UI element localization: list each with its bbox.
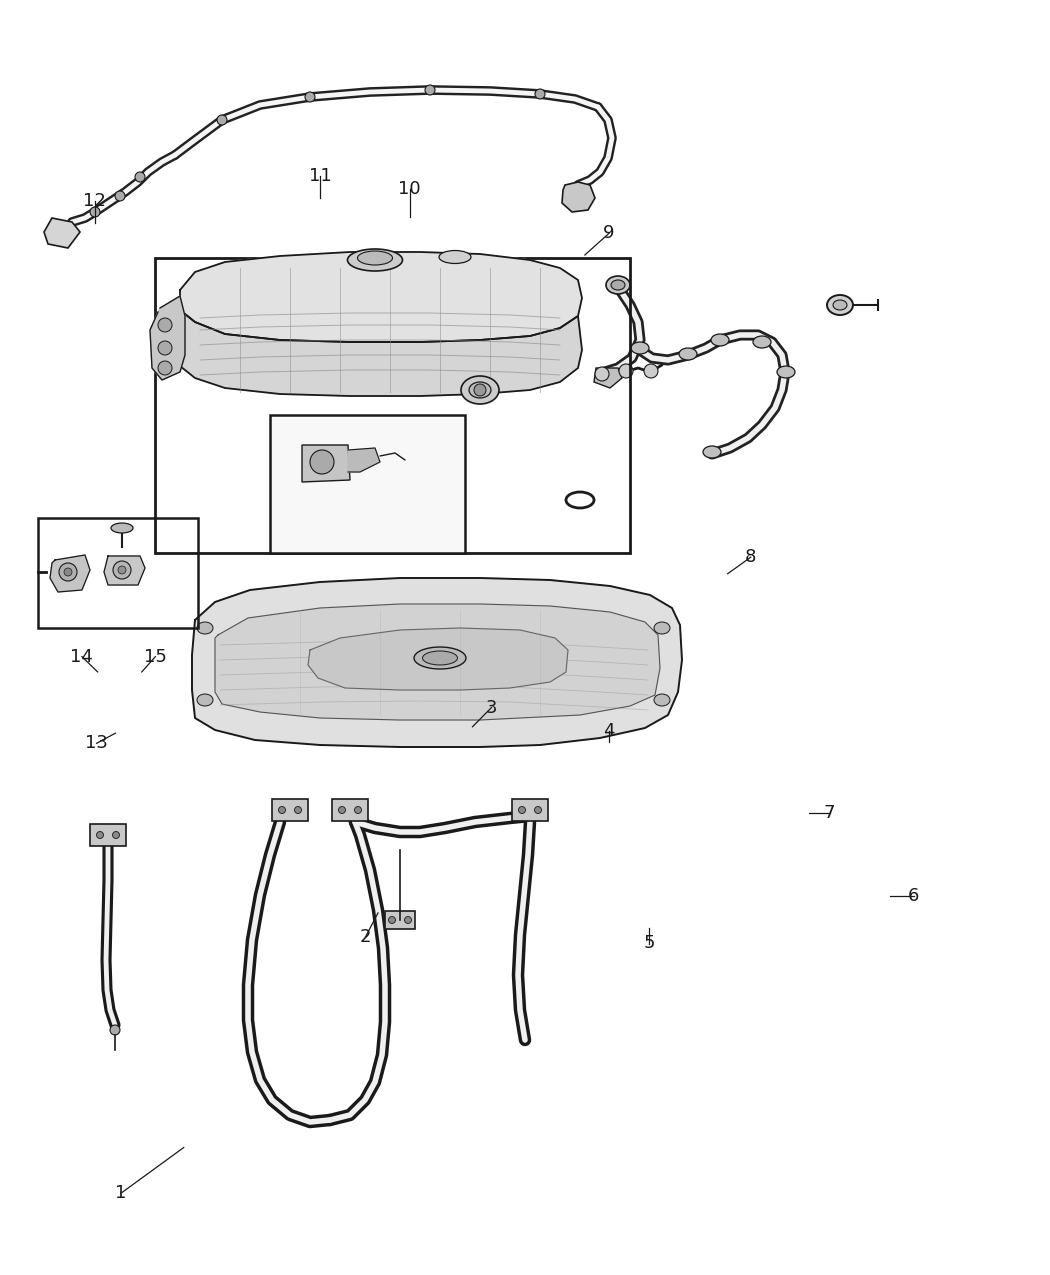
- Text: 13: 13: [85, 734, 108, 752]
- Polygon shape: [150, 296, 185, 380]
- Ellipse shape: [197, 694, 213, 706]
- Text: 15: 15: [144, 648, 167, 666]
- Ellipse shape: [753, 337, 771, 348]
- Ellipse shape: [711, 334, 729, 346]
- Circle shape: [158, 340, 172, 354]
- Polygon shape: [302, 445, 350, 482]
- Ellipse shape: [654, 694, 670, 706]
- Circle shape: [278, 807, 286, 813]
- Ellipse shape: [461, 376, 499, 404]
- Circle shape: [644, 363, 658, 377]
- Circle shape: [534, 807, 542, 813]
- Polygon shape: [192, 578, 682, 747]
- Polygon shape: [50, 555, 90, 592]
- Text: 1: 1: [116, 1184, 126, 1202]
- Circle shape: [519, 807, 525, 813]
- Circle shape: [64, 567, 72, 576]
- Text: 2: 2: [360, 928, 371, 946]
- Ellipse shape: [197, 622, 213, 634]
- Bar: [38, 518, 198, 629]
- Polygon shape: [348, 448, 380, 472]
- Ellipse shape: [348, 249, 402, 272]
- Bar: [90, 824, 126, 847]
- Circle shape: [90, 207, 100, 217]
- Circle shape: [112, 831, 120, 839]
- Text: 6: 6: [908, 887, 919, 905]
- Text: 4: 4: [604, 722, 614, 740]
- Ellipse shape: [833, 300, 847, 310]
- Circle shape: [304, 92, 315, 102]
- Circle shape: [355, 807, 361, 813]
- Ellipse shape: [679, 348, 697, 360]
- Circle shape: [294, 807, 301, 813]
- Text: 12: 12: [83, 193, 106, 210]
- Circle shape: [59, 564, 77, 581]
- Circle shape: [113, 561, 131, 579]
- Bar: [155, 258, 630, 553]
- Circle shape: [404, 917, 412, 923]
- Ellipse shape: [111, 523, 133, 533]
- Circle shape: [158, 317, 172, 332]
- Ellipse shape: [439, 250, 471, 264]
- Polygon shape: [594, 368, 622, 388]
- Ellipse shape: [357, 251, 393, 265]
- Polygon shape: [44, 218, 80, 249]
- Bar: [270, 414, 465, 553]
- Ellipse shape: [827, 295, 853, 315]
- Text: 10: 10: [398, 180, 421, 198]
- Ellipse shape: [611, 280, 625, 289]
- Bar: [385, 912, 415, 929]
- Circle shape: [118, 566, 126, 574]
- Circle shape: [388, 917, 396, 923]
- Ellipse shape: [654, 622, 670, 634]
- Circle shape: [158, 361, 172, 375]
- Text: 7: 7: [824, 805, 835, 822]
- Circle shape: [536, 89, 545, 99]
- Ellipse shape: [606, 275, 630, 295]
- Ellipse shape: [777, 366, 795, 377]
- Circle shape: [97, 831, 104, 839]
- Text: 3: 3: [486, 699, 497, 717]
- Polygon shape: [104, 556, 145, 585]
- Bar: [512, 799, 548, 821]
- Ellipse shape: [422, 652, 458, 666]
- Circle shape: [110, 1025, 120, 1035]
- Circle shape: [310, 450, 334, 474]
- Text: 5: 5: [644, 935, 654, 952]
- Text: 11: 11: [309, 167, 332, 185]
- Bar: [272, 799, 308, 821]
- Text: 9: 9: [604, 224, 614, 242]
- Polygon shape: [180, 252, 582, 342]
- Circle shape: [425, 85, 435, 96]
- Text: 8: 8: [746, 548, 756, 566]
- Polygon shape: [215, 604, 660, 720]
- Circle shape: [116, 191, 125, 201]
- Circle shape: [135, 172, 145, 182]
- Polygon shape: [178, 310, 582, 397]
- Circle shape: [217, 115, 227, 125]
- Circle shape: [595, 367, 609, 381]
- Ellipse shape: [469, 382, 491, 398]
- Ellipse shape: [704, 446, 721, 458]
- Circle shape: [474, 384, 486, 397]
- Polygon shape: [308, 629, 568, 690]
- Ellipse shape: [414, 646, 466, 669]
- Ellipse shape: [631, 342, 649, 354]
- Circle shape: [620, 363, 633, 377]
- Text: 14: 14: [70, 648, 93, 666]
- Bar: [332, 799, 368, 821]
- Polygon shape: [562, 182, 595, 212]
- Circle shape: [338, 807, 345, 813]
